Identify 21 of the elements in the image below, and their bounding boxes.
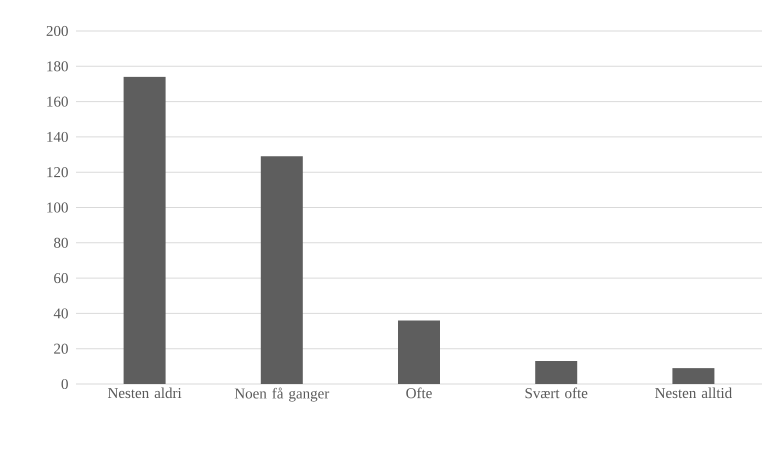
bar xyxy=(260,156,303,384)
y-tick-label: 140 xyxy=(47,132,68,142)
y-tick-label: 20 xyxy=(54,344,68,354)
y-tick-label: 100 xyxy=(47,202,68,213)
bar xyxy=(398,320,440,384)
bar xyxy=(124,76,166,384)
x-tick-label: Nesten aldri xyxy=(108,388,182,398)
x-tick-label: Svært ofte xyxy=(526,388,588,398)
bar xyxy=(672,368,714,384)
y-tick-label: 0 xyxy=(62,378,68,390)
y-tick-label: 120 xyxy=(47,167,68,178)
x-tick-label: Ofte xyxy=(406,388,432,398)
bar xyxy=(535,361,578,384)
y-tick-label: 200 xyxy=(46,26,68,36)
x-tick-label: Nesten alltid xyxy=(655,388,732,398)
y-tick-label: 60 xyxy=(54,273,68,284)
y-tick-label: 80 xyxy=(54,238,68,248)
y-tick-label: 180 xyxy=(47,61,68,72)
y-tick-label: 160 xyxy=(47,96,68,107)
x-tick-label: Noen få ganger xyxy=(234,388,330,402)
y-tick-label: 40 xyxy=(54,308,68,318)
